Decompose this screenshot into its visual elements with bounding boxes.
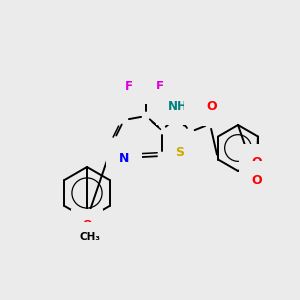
Text: H: H <box>196 100 206 113</box>
Text: N: N <box>119 152 129 164</box>
Text: F: F <box>156 80 164 92</box>
Text: O: O <box>207 100 217 113</box>
Text: O: O <box>82 220 92 230</box>
Text: CH₃: CH₃ <box>80 232 100 242</box>
Text: O: O <box>252 173 262 187</box>
Text: NH: NH <box>168 100 188 113</box>
Text: S: S <box>176 146 184 158</box>
Text: F: F <box>125 80 133 92</box>
Text: O: O <box>252 157 262 169</box>
